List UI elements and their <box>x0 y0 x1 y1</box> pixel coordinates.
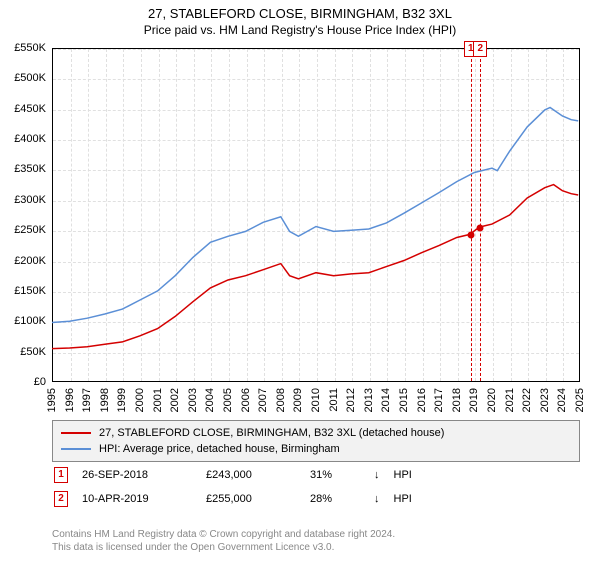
x-tick-label: 2002 <box>169 388 181 412</box>
y-tick-label: £550K <box>0 42 46 54</box>
x-tick-label: 1999 <box>116 388 128 412</box>
x-tick-label: 2025 <box>574 388 586 412</box>
x-tick-label: 1998 <box>99 388 111 412</box>
x-tick-label: 2004 <box>204 388 216 412</box>
legend-label: 27, STABLEFORD CLOSE, BIRMINGHAM, B32 3X… <box>99 427 444 439</box>
x-tick-label: 2019 <box>468 388 480 412</box>
x-tick-label: 2013 <box>363 388 375 412</box>
x-tick-label: 2012 <box>345 388 357 412</box>
x-tick-label: 2017 <box>433 388 445 412</box>
chart-lines <box>52 48 580 382</box>
x-tick-label: 2003 <box>187 388 199 412</box>
x-tick-label: 2020 <box>486 388 498 412</box>
footer-line: This data is licensed under the Open Gov… <box>52 541 395 554</box>
series-line-hpi <box>52 108 578 323</box>
footer: Contains HM Land Registry data © Crown c… <box>52 528 395 554</box>
y-tick-label: £100K <box>0 315 46 327</box>
sale-number-badge: 2 <box>54 491 68 507</box>
chart-area: 12 £0£50K£100K£150K£200K£250K£300K£350K£… <box>52 48 580 382</box>
legend-swatch <box>61 432 91 434</box>
y-tick-label: £150K <box>0 285 46 297</box>
y-tick-label: £500K <box>0 72 46 84</box>
x-tick-label: 2006 <box>240 388 252 412</box>
sale-price: £243,000 <box>206 464 308 486</box>
y-tick-label: £250K <box>0 224 46 236</box>
x-tick-label: 2021 <box>504 388 516 412</box>
x-tick-label: 2000 <box>134 388 146 412</box>
x-tick-label: 2009 <box>292 388 304 412</box>
x-tick-label: 2007 <box>257 388 269 412</box>
sale-row: 1 26-SEP-2018£243,00031%↓HPI <box>54 464 424 486</box>
sale-arrow-icon: ↓ <box>374 464 392 486</box>
sale-row: 2 10-APR-2019£255,00028%↓HPI <box>54 488 424 510</box>
x-tick-label: 1997 <box>81 388 93 412</box>
x-tick-label: 2010 <box>310 388 322 412</box>
sale-vs: HPI <box>394 488 424 510</box>
x-tick-label: 2001 <box>152 388 164 412</box>
sale-price: £255,000 <box>206 488 308 510</box>
sale-date: 10-APR-2019 <box>82 488 204 510</box>
legend-item-hpi: HPI: Average price, detached house, Birm… <box>61 441 571 457</box>
y-tick-label: £400K <box>0 133 46 145</box>
sale-arrow-icon: ↓ <box>374 488 392 510</box>
x-tick-label: 2005 <box>222 388 234 412</box>
x-tick-label: 2018 <box>451 388 463 412</box>
y-tick-label: £50K <box>0 346 46 358</box>
y-tick-label: £0 <box>0 376 46 388</box>
y-tick-label: £300K <box>0 194 46 206</box>
footer-line: Contains HM Land Registry data © Crown c… <box>52 528 395 541</box>
x-tick-label: 1995 <box>46 388 58 412</box>
y-tick-label: £350K <box>0 163 46 175</box>
x-tick-label: 2015 <box>398 388 410 412</box>
x-tick-label: 1996 <box>64 388 76 412</box>
series-line-property <box>52 185 578 349</box>
x-tick-label: 2008 <box>275 388 287 412</box>
chart-subtitle: Price paid vs. HM Land Registry's House … <box>0 23 600 37</box>
legend: 27, STABLEFORD CLOSE, BIRMINGHAM, B32 3X… <box>52 420 580 462</box>
x-tick-label: 2024 <box>556 388 568 412</box>
x-tick-label: 2022 <box>521 388 533 412</box>
legend-item-property: 27, STABLEFORD CLOSE, BIRMINGHAM, B32 3X… <box>61 425 571 441</box>
sale-pct: 31% <box>310 464 372 486</box>
x-tick-label: 2023 <box>539 388 551 412</box>
x-tick-label: 2011 <box>328 388 340 412</box>
sale-number-badge: 1 <box>54 467 68 483</box>
sale-pct: 28% <box>310 488 372 510</box>
x-tick-label: 2014 <box>380 388 392 412</box>
sale-date: 26-SEP-2018 <box>82 464 204 486</box>
y-tick-label: £450K <box>0 103 46 115</box>
x-tick-label: 2016 <box>416 388 428 412</box>
sales-table: 1 26-SEP-2018£243,00031%↓HPI 2 10-APR-2019£… <box>52 462 426 512</box>
sale-vs: HPI <box>394 464 424 486</box>
legend-label: HPI: Average price, detached house, Birm… <box>99 443 340 455</box>
y-tick-label: £200K <box>0 255 46 267</box>
legend-swatch <box>61 448 91 450</box>
chart-title: 27, STABLEFORD CLOSE, BIRMINGHAM, B32 3X… <box>0 6 600 21</box>
